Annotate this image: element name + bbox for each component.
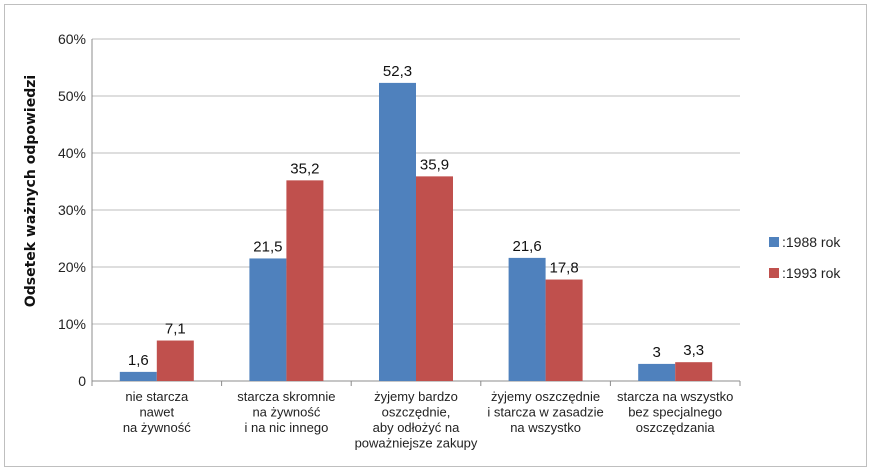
bar bbox=[508, 257, 546, 381]
bar-chart: 1,6 21,5 52,3 21,6 3 7,1 35,2 35,9 17,8 3,3 0 10% 2… bbox=[23, 31, 841, 451]
x-category-label: starcza skromnie na żywność i na nic inneg… bbox=[237, 389, 335, 435]
legend-swatch bbox=[769, 268, 779, 278]
x-category-label: starcza na wszystko bez specjalnego oszczę… bbox=[617, 389, 733, 435]
y-tick-label: 60% bbox=[58, 31, 86, 47]
x-category-label: nie starcza nawet na żywność bbox=[123, 389, 191, 435]
bar bbox=[119, 371, 157, 381]
data-label: 3,3 bbox=[683, 342, 704, 359]
data-label: 35,2 bbox=[290, 160, 319, 177]
data-labels: 1,6 21,5 52,3 21,6 3 7,1 35,2 35,9 17,8 3,3 bbox=[128, 63, 704, 369]
legend-swatch bbox=[769, 237, 779, 247]
legend-label: :1988 rok bbox=[782, 234, 841, 250]
y-tick-label: 10% bbox=[58, 316, 86, 332]
y-tick-label: 30% bbox=[58, 202, 86, 218]
data-label: 17,8 bbox=[549, 260, 578, 277]
data-label: 52,3 bbox=[383, 63, 412, 80]
bar bbox=[249, 258, 287, 381]
bar bbox=[545, 279, 583, 381]
data-label: 7,1 bbox=[165, 321, 186, 338]
bar bbox=[379, 82, 416, 381]
data-label: 21,5 bbox=[253, 238, 282, 255]
x-category-label: żyjemy oszczędnie i starcza w zasadzie na … bbox=[487, 389, 603, 435]
x-axis-categories: nie starcza nawet na żywność starcza skromn… bbox=[123, 389, 734, 451]
y-axis-ticks: 0 10% 20% 30% 40% 50% 60% bbox=[58, 31, 86, 389]
data-label: 35,9 bbox=[420, 156, 449, 173]
legend-label: :1993 rok bbox=[782, 265, 841, 281]
bar bbox=[416, 176, 453, 381]
bars bbox=[119, 82, 713, 381]
bar bbox=[675, 362, 713, 381]
y-tick-label: 0 bbox=[78, 373, 86, 389]
y-tick-label: 20% bbox=[58, 259, 86, 275]
y-axis-title: Odsetek ważnych odpowiedzi bbox=[23, 75, 39, 307]
bar bbox=[286, 180, 324, 381]
bar bbox=[156, 340, 194, 381]
y-tick-label: 40% bbox=[58, 145, 86, 161]
y-tick-label: 50% bbox=[58, 88, 86, 104]
data-label: 3 bbox=[653, 344, 661, 361]
legend: :1988 rok :1993 rok bbox=[769, 234, 841, 281]
chart-container: 1,6 21,5 52,3 21,6 3 7,1 35,2 35,9 17,8 3,3 0 10% 2… bbox=[4, 4, 867, 467]
data-label: 21,6 bbox=[512, 238, 541, 255]
bar bbox=[638, 363, 676, 381]
x-category-label: żyjemy bardzo oszczędnie, aby odłożyć na po… bbox=[355, 389, 478, 451]
data-label: 1,6 bbox=[128, 352, 149, 369]
